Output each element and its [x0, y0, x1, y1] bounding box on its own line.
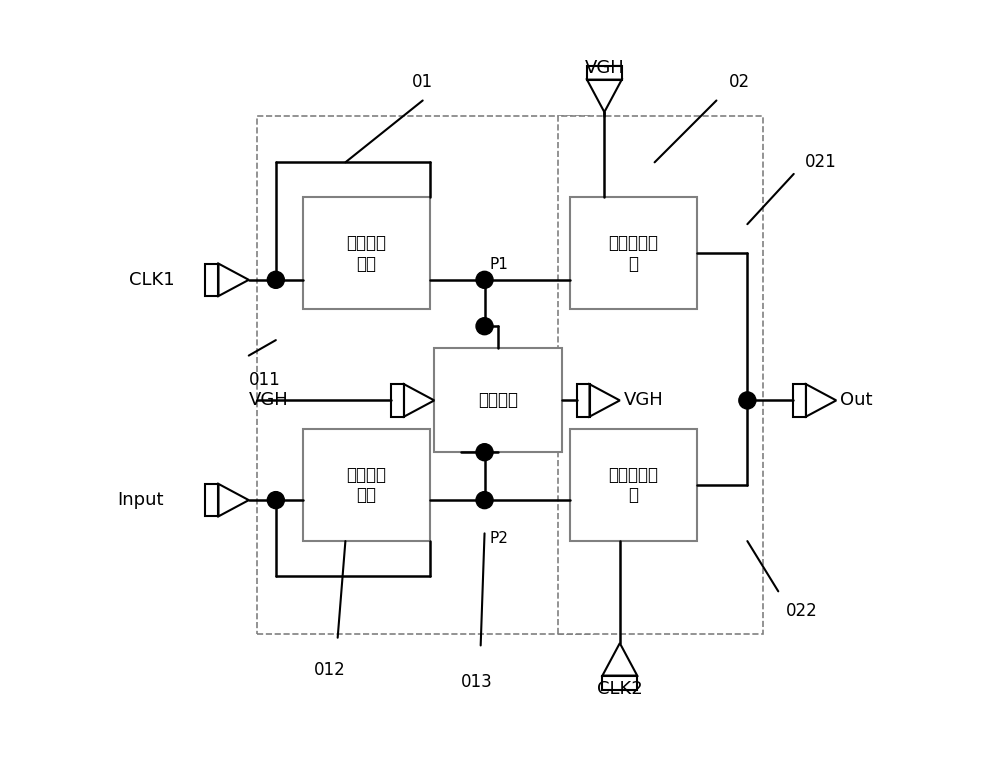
Text: 021: 021: [805, 153, 837, 172]
Text: 013: 013: [461, 673, 493, 690]
Text: P1: P1: [490, 257, 509, 272]
Text: 012: 012: [314, 661, 346, 679]
Text: VGH: VGH: [584, 60, 624, 77]
Bar: [434, 348, 562, 452]
Bar: [558, 116, 763, 634]
Bar: [602, 676, 637, 690]
Bar: [205, 264, 218, 296]
Bar: [391, 384, 404, 417]
Circle shape: [267, 271, 284, 288]
Text: 第二输出单
元: 第二输出单 元: [608, 465, 658, 505]
Bar: [587, 66, 622, 80]
Bar: [257, 116, 593, 634]
Text: 第二输入
单元: 第二输入 单元: [347, 465, 387, 505]
Text: Out: Out: [840, 391, 873, 410]
Circle shape: [476, 271, 493, 288]
Text: 01: 01: [412, 73, 433, 91]
Bar: [303, 197, 430, 309]
Text: 02: 02: [729, 73, 750, 91]
Text: CLK2: CLK2: [597, 680, 643, 698]
Circle shape: [739, 392, 756, 409]
Text: 011: 011: [249, 371, 281, 389]
Bar: [577, 384, 590, 417]
Circle shape: [476, 318, 493, 335]
Bar: [205, 484, 218, 516]
Text: P2: P2: [490, 531, 509, 546]
Text: CLK1: CLK1: [129, 271, 175, 289]
Text: VGH: VGH: [249, 391, 289, 410]
Circle shape: [267, 492, 284, 509]
Bar: [570, 197, 697, 309]
Text: VGH: VGH: [624, 391, 663, 410]
Text: Input: Input: [117, 491, 164, 509]
Bar: [570, 429, 697, 541]
Text: 控制单元: 控制单元: [478, 391, 518, 409]
Circle shape: [476, 492, 493, 509]
Text: 第一输出单
元: 第一输出单 元: [608, 233, 658, 273]
Circle shape: [476, 444, 493, 461]
Bar: [303, 429, 430, 541]
Text: 第一输入
单元: 第一输入 单元: [347, 233, 387, 273]
Bar: [793, 384, 806, 417]
Text: 022: 022: [786, 601, 818, 620]
